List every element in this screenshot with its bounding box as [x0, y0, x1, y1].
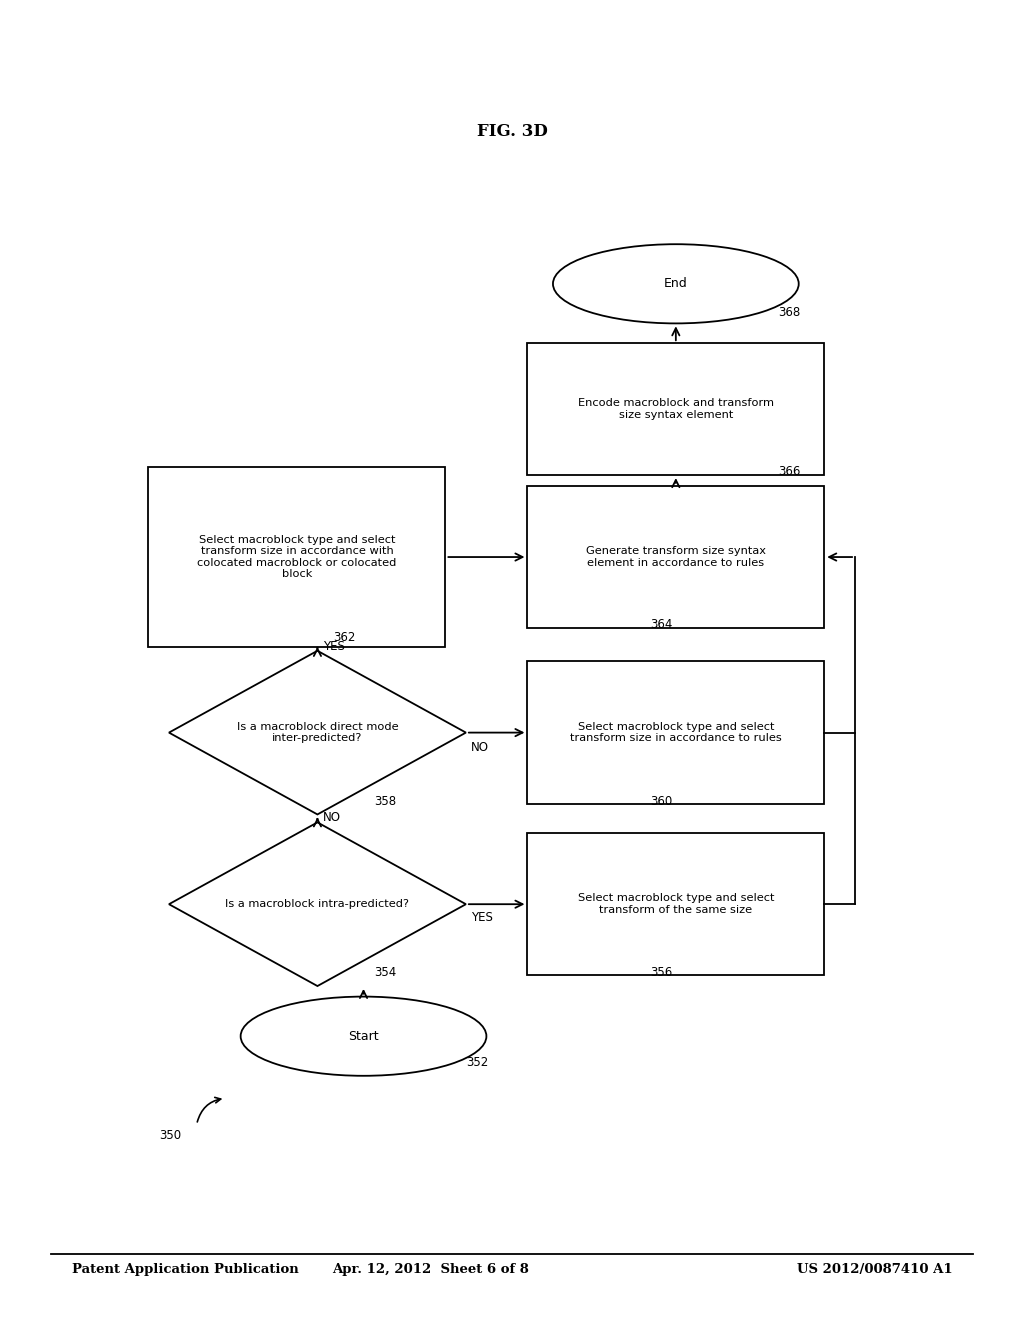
Text: US 2012/0087410 A1: US 2012/0087410 A1 — [797, 1263, 952, 1276]
Text: 350: 350 — [159, 1129, 181, 1142]
Bar — [527, 833, 824, 975]
Bar — [527, 343, 824, 475]
Text: 366: 366 — [778, 465, 801, 478]
Text: Select macroblock type and select
transform of the same size: Select macroblock type and select transf… — [578, 894, 774, 915]
Text: Is a macroblock direct mode
inter-predicted?: Is a macroblock direct mode inter-predic… — [237, 722, 398, 743]
Text: 362: 362 — [333, 631, 355, 644]
Text: Start: Start — [348, 1030, 379, 1043]
Text: 358: 358 — [374, 795, 396, 808]
Text: 352: 352 — [466, 1056, 488, 1069]
Text: Generate transform size syntax
element in accordance to rules: Generate transform size syntax element i… — [586, 546, 766, 568]
Text: Apr. 12, 2012  Sheet 6 of 8: Apr. 12, 2012 Sheet 6 of 8 — [332, 1263, 528, 1276]
Text: Select macroblock type and select
transform size in accordance with
colocated ma: Select macroblock type and select transf… — [198, 535, 396, 579]
Text: YES: YES — [323, 640, 344, 653]
FancyArrowPatch shape — [198, 1097, 221, 1122]
Text: NO: NO — [471, 741, 489, 754]
Text: 360: 360 — [650, 795, 673, 808]
Text: 356: 356 — [650, 966, 673, 979]
Text: 368: 368 — [778, 306, 801, 319]
Text: 354: 354 — [374, 966, 396, 979]
Bar — [527, 486, 824, 628]
Bar — [148, 467, 445, 647]
Text: Patent Application Publication: Patent Application Publication — [72, 1263, 298, 1276]
Text: Encode macroblock and transform
size syntax element: Encode macroblock and transform size syn… — [578, 399, 774, 420]
Text: End: End — [664, 277, 688, 290]
Text: FIG. 3D: FIG. 3D — [476, 124, 548, 140]
Text: Select macroblock type and select
transform size in accordance to rules: Select macroblock type and select transf… — [570, 722, 781, 743]
Text: 364: 364 — [650, 618, 673, 631]
Bar — [527, 661, 824, 804]
Text: Is a macroblock intra-predicted?: Is a macroblock intra-predicted? — [225, 899, 410, 909]
Text: YES: YES — [471, 911, 493, 924]
Text: NO: NO — [323, 810, 341, 824]
